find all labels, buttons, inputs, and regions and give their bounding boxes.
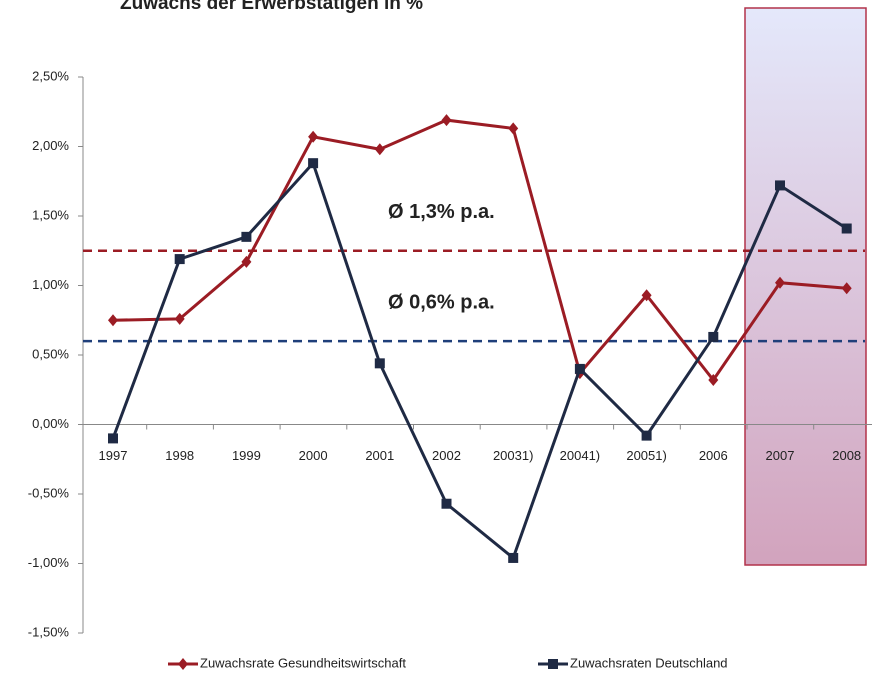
point xyxy=(108,433,118,444)
point xyxy=(641,289,652,302)
point xyxy=(775,276,785,289)
legend-label: Zuwachsrate Gesundheitswirtschaft xyxy=(200,655,406,670)
y-tick-label: 2,50% xyxy=(32,68,69,83)
x-tick-label: 1998 xyxy=(165,448,194,463)
point xyxy=(308,130,319,143)
y-tick-label: 1,50% xyxy=(32,207,69,222)
y-tick-label: -1,00% xyxy=(28,555,70,570)
x-tick-label: 2006 xyxy=(699,448,728,463)
point xyxy=(775,180,785,191)
point xyxy=(241,255,252,268)
x-tick-label: 2000 xyxy=(299,448,328,463)
y-tick-label: 0,00% xyxy=(32,416,69,431)
y-tick-label: 0,50% xyxy=(32,346,69,361)
point xyxy=(841,223,852,234)
point xyxy=(508,552,519,563)
reference-label: Ø 0,6% p.a. xyxy=(388,291,495,313)
x-tick-label: 20031) xyxy=(493,448,533,463)
y-tick-label: -1,50% xyxy=(28,624,70,639)
legend-marker xyxy=(178,658,188,670)
reference-label: Ø 1,3% p.a. xyxy=(388,201,495,223)
x-tick-label: 20051) xyxy=(626,448,666,463)
x-tick-label: 2008 xyxy=(832,448,861,463)
x-tick-label: 1997 xyxy=(99,448,128,463)
point xyxy=(441,114,452,127)
point xyxy=(574,363,585,374)
x-tick-label: 2002 xyxy=(432,448,461,463)
y-tick-label: -0,50% xyxy=(28,485,70,500)
x-tick-label: 2007 xyxy=(766,448,795,463)
point xyxy=(374,143,385,156)
legend-label: Zuwachsraten Deutschland xyxy=(570,655,728,670)
y-tick-label: 1,00% xyxy=(32,277,69,292)
series-line xyxy=(112,118,847,383)
point xyxy=(641,430,652,441)
point xyxy=(374,358,385,369)
y-tick-label: 2,00% xyxy=(32,138,69,153)
point xyxy=(708,374,719,387)
point xyxy=(708,331,719,342)
point xyxy=(308,158,319,169)
point xyxy=(108,314,118,327)
point xyxy=(241,231,252,242)
chart-title: Zuwachs der Erwerbstätigen in % xyxy=(120,0,423,14)
x-tick-label: 20041) xyxy=(560,448,600,463)
point xyxy=(841,282,852,295)
point xyxy=(441,498,452,509)
point xyxy=(508,122,519,135)
series-line xyxy=(111,160,848,561)
point xyxy=(174,312,185,325)
x-tick-label: 2001 xyxy=(365,448,394,463)
x-tick-label: 1999 xyxy=(232,448,261,463)
point xyxy=(174,254,185,265)
legend-marker xyxy=(548,659,558,669)
